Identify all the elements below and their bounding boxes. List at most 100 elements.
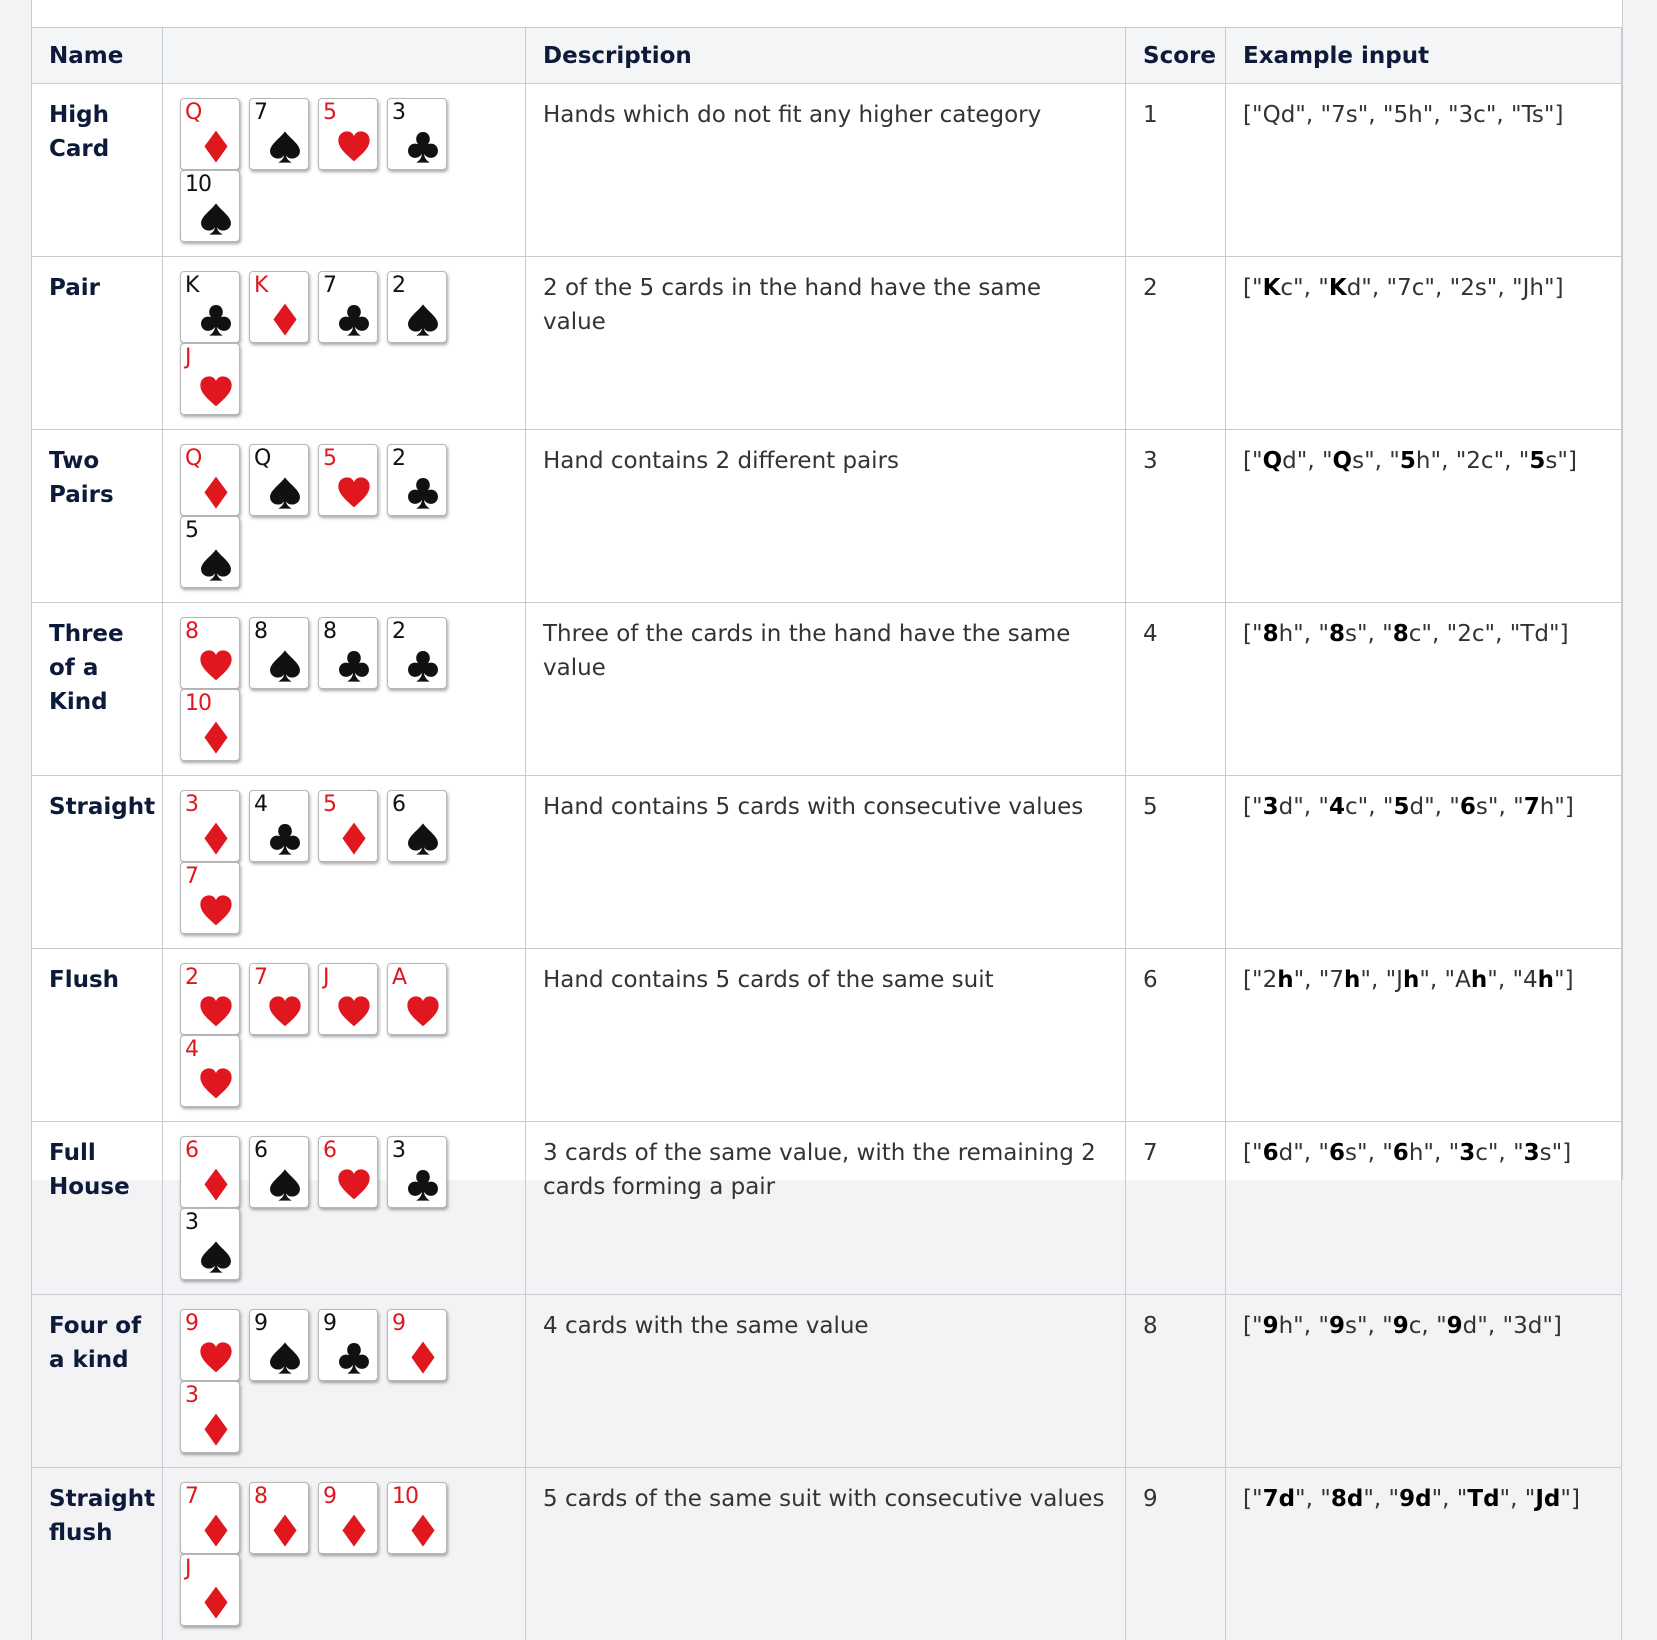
diamond-icon: [199, 129, 233, 165]
card-rank: 5: [185, 518, 198, 544]
playing-card: 3: [387, 1136, 447, 1208]
diamond-icon: [406, 1513, 440, 1549]
card-rank: 6: [254, 1138, 267, 1164]
diamond-icon: [199, 1513, 233, 1549]
card-rank: 7: [254, 965, 267, 991]
card-rank: 6: [392, 792, 405, 818]
club-icon: [199, 302, 233, 338]
card-rank: 3: [392, 100, 405, 126]
playing-card: 8: [249, 1482, 309, 1554]
playing-card: 9: [318, 1309, 378, 1381]
card-rank: 7: [185, 1484, 198, 1510]
diamond-icon: [337, 821, 371, 857]
playing-card: 6: [387, 790, 447, 862]
hand-description: 5 cards of the same suit with consecutiv…: [526, 1468, 1126, 1640]
heart-icon: [199, 893, 233, 929]
playing-card: 2: [387, 271, 447, 343]
hand-score: 7: [1126, 1122, 1226, 1295]
playing-card: 5: [318, 444, 378, 516]
example-input: ["Kc", "Kd", "7c", "2s", "Jh"]: [1226, 257, 1622, 430]
playing-card: Q: [249, 444, 309, 516]
playing-card: 7: [180, 862, 240, 934]
club-icon: [337, 648, 371, 684]
heart-icon: [406, 994, 440, 1030]
diamond-icon: [199, 720, 233, 756]
card-rank: 8: [254, 619, 267, 645]
spade-icon: [406, 821, 440, 857]
playing-card: K: [249, 271, 309, 343]
playing-card: 5: [180, 516, 240, 588]
card-rank: Q: [185, 446, 201, 472]
playing-card: 9: [249, 1309, 309, 1381]
spade-icon: [268, 129, 302, 165]
card-rank: 9: [392, 1311, 405, 1337]
card-rank: 3: [392, 1138, 405, 1164]
hand-name: Four of a kind: [32, 1295, 163, 1468]
heart-icon: [337, 475, 371, 511]
diamond-icon: [199, 821, 233, 857]
playing-card: 10: [180, 689, 240, 761]
example-input: ["6d", "6s", "6h", "3c", "3s"]: [1226, 1122, 1622, 1295]
spade-icon: [199, 1239, 233, 1275]
spade-icon: [268, 1340, 302, 1376]
club-icon: [337, 1340, 371, 1376]
card-rank: 6: [323, 1138, 336, 1164]
playing-card: 9: [387, 1309, 447, 1381]
card-rank: 2: [392, 446, 405, 472]
diamond-icon: [199, 475, 233, 511]
playing-card: 7: [249, 98, 309, 170]
card-rank: K: [185, 273, 198, 299]
card-rank: 9: [323, 1484, 336, 1510]
card-rank: A: [392, 965, 406, 991]
heart-icon: [199, 994, 233, 1030]
column-header-description: Description: [526, 28, 1126, 84]
example-input: ["Qd", "7s", "5h", "3c", "Ts"]: [1226, 84, 1622, 257]
playing-card: 3: [180, 1381, 240, 1453]
card-rank: J: [185, 1556, 191, 1582]
playing-card: 6: [318, 1136, 378, 1208]
playing-card: K: [180, 271, 240, 343]
hand-score: 9: [1126, 1468, 1226, 1640]
heart-icon: [268, 994, 302, 1030]
playing-card: 6: [249, 1136, 309, 1208]
diamond-icon: [337, 1513, 371, 1549]
playing-card: 9: [180, 1309, 240, 1381]
card-rank: 8: [323, 619, 336, 645]
card-rank: 3: [185, 1383, 198, 1409]
example-input: ["2h", "7h", "Jh", "Ah", "4h"]: [1226, 949, 1622, 1122]
poker-hands-table: Name Description Score Example input Hig…: [31, 27, 1622, 1640]
hand-description: 2 of the 5 cards in the hand have the sa…: [526, 257, 1126, 430]
hand-name: Full House: [32, 1122, 163, 1295]
heart-icon: [199, 1340, 233, 1376]
heart-icon: [199, 374, 233, 410]
card-rank: 3: [185, 792, 198, 818]
card-rank: 2: [392, 273, 405, 299]
heart-icon: [199, 648, 233, 684]
column-header-score: Score: [1126, 28, 1226, 84]
club-icon: [406, 475, 440, 511]
hand-name: Two Pairs: [32, 430, 163, 603]
hand-score: 3: [1126, 430, 1226, 603]
card-rank: 8: [185, 619, 198, 645]
heart-icon: [337, 129, 371, 165]
card-rank: 3: [185, 1210, 198, 1236]
playing-card: Q: [180, 444, 240, 516]
table-header-row: Name Description Score Example input: [32, 28, 1622, 84]
column-header-cards: [163, 28, 526, 84]
diamond-icon: [199, 1412, 233, 1448]
diamond-icon: [199, 1585, 233, 1621]
hand-description: 3 cards of the same value, with the rema…: [526, 1122, 1126, 1295]
card-rank: J: [323, 965, 329, 991]
hand-description: Hand contains 5 cards of the same suit: [526, 949, 1126, 1122]
playing-card: 6: [180, 1136, 240, 1208]
club-icon: [406, 1167, 440, 1203]
